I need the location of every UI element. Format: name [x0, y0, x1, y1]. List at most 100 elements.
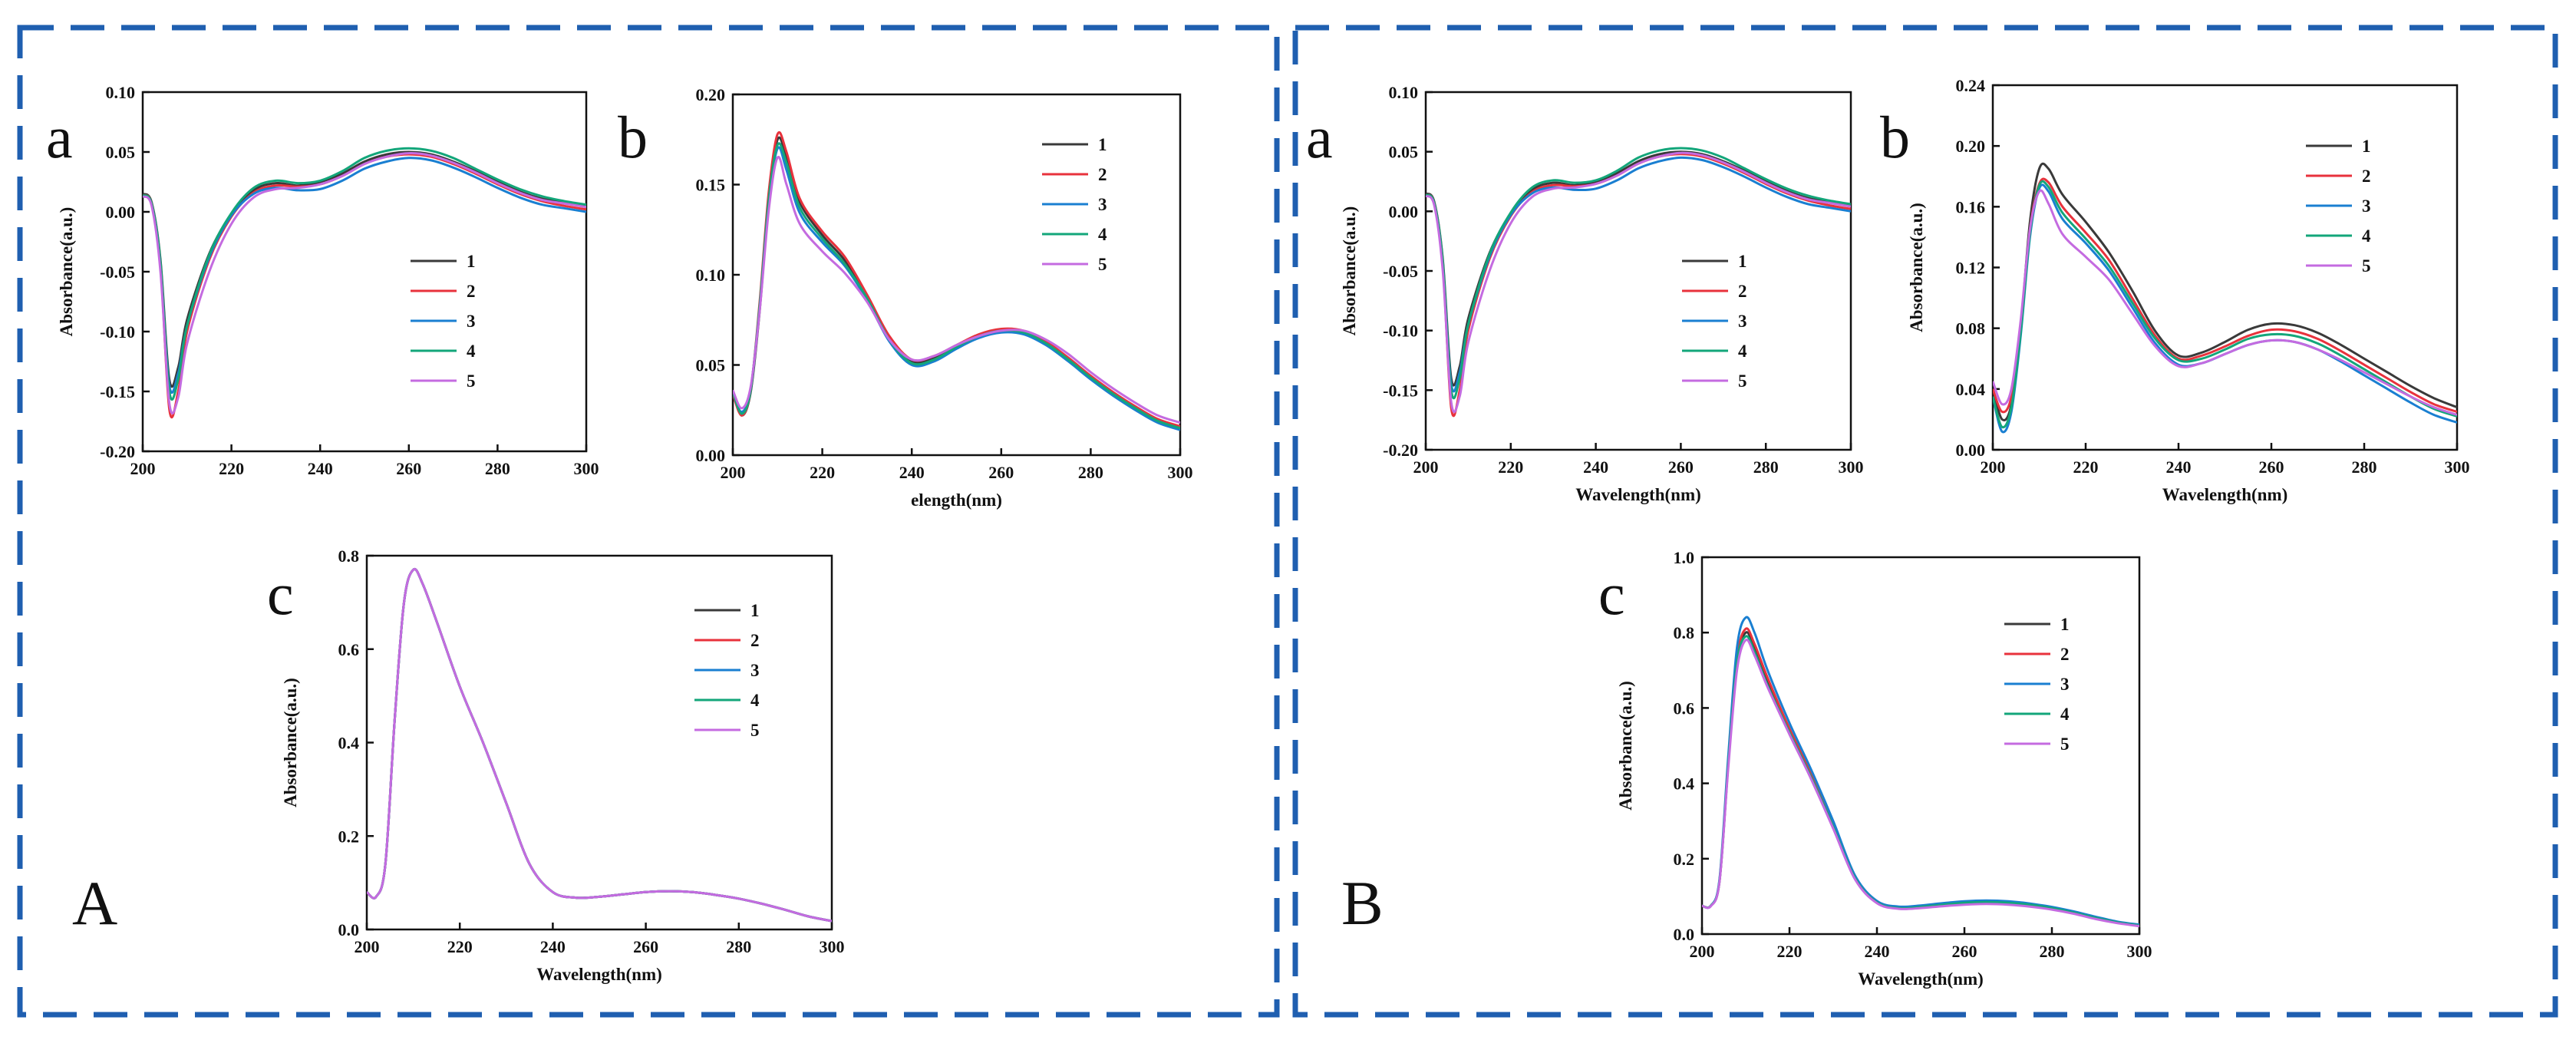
legend-label: 3	[467, 312, 476, 331]
x-tick-label: 200	[1413, 457, 1439, 477]
y-tick-label: 0.15	[696, 176, 726, 195]
series-line-4	[1426, 147, 1851, 400]
y-tick-label: -0.15	[100, 382, 135, 401]
series-line-1	[733, 136, 1180, 430]
legend: 1 2 3 4 5	[694, 601, 760, 740]
legend-label: 5	[2362, 256, 2371, 276]
series-line-5	[1426, 151, 1851, 414]
group-b-frame	[1292, 25, 2558, 1018]
x-axis-label: Wavelength(nm)	[536, 965, 662, 984]
x-tick-label: 220	[1777, 942, 1803, 961]
x-tick-label: 260	[633, 937, 658, 956]
y-tick-label: 0.00	[1956, 441, 1986, 460]
x-tick-label: 300	[1168, 463, 1193, 482]
x-tick-label: 240	[2166, 457, 2192, 477]
legend-label: 1	[1738, 252, 1747, 271]
plot-frame	[365, 554, 833, 931]
series-group	[733, 131, 1180, 431]
y-tick-label: 0.05	[696, 356, 726, 375]
y-tick-label: 0.00	[696, 446, 726, 465]
y-tick-label: 0.6	[338, 640, 360, 659]
y-axis-label: Absorbance(a.u.)	[1616, 681, 1635, 811]
x-tick-label: 240	[899, 463, 925, 482]
y-tick-label: 0.20	[1956, 137, 1986, 156]
series-line-3	[1993, 183, 2457, 434]
legend-label: 5	[467, 371, 476, 391]
plot-frame	[731, 93, 1182, 457]
y-tick-label: -0.05	[1383, 262, 1418, 281]
y-tick-label: 0.24	[1956, 76, 1986, 95]
series-line-5	[143, 152, 586, 415]
x-tick-label: 280	[2352, 457, 2377, 477]
panel-label: a	[46, 104, 73, 170]
group-a-frame	[17, 25, 1280, 1018]
legend: 1 2 3 4 5	[1042, 135, 1107, 274]
series-line-3	[143, 157, 586, 394]
legend-label: 4	[1098, 225, 1107, 244]
y-tick-label: -0.10	[100, 322, 135, 342]
y-tick-label: 0.00	[1389, 202, 1419, 221]
panel-label: c	[267, 560, 294, 627]
series-group	[143, 147, 586, 418]
legend-label: 1	[750, 601, 760, 620]
y-tick-label: -0.10	[1383, 322, 1418, 341]
y-tick-label: 0.00	[106, 203, 136, 222]
y-tick-label: -0.05	[100, 262, 135, 282]
x-tick-label: 220	[810, 463, 835, 482]
y-tick-label: 0.20	[696, 85, 726, 104]
legend: 1 2 3 4 5	[1682, 252, 1747, 391]
x-tick-label: 280	[726, 937, 751, 956]
x-tick-label: 260	[1668, 457, 1694, 477]
panel-b-c: 200 220 240 260 280 300 0.0 0.2 0.4 0.6 0.8 1.0 Wave…	[1598, 548, 2152, 989]
x-axis-label: Wavelength(nm)	[1575, 485, 1701, 504]
y-tick-label: 0.05	[1389, 143, 1419, 162]
legend-label: 3	[2362, 196, 2371, 216]
x-tick-label: 280	[485, 459, 510, 478]
y-tick-label: 0.4	[1674, 774, 1695, 794]
x-tick-label: 300	[1839, 457, 1864, 477]
y-tick-label: 0.10	[1389, 83, 1419, 102]
legend-label: 2	[1098, 165, 1107, 184]
legend-label: 1	[2060, 615, 2070, 634]
legend: 1 2 3 4 5	[411, 252, 476, 391]
x-tick-label: 200	[1690, 942, 1715, 961]
group-a-label: A	[72, 868, 117, 938]
panel-a-c: 200 220 240 260 280 300 0.0 0.2 0.4 0.6 0.8 Wavelen…	[267, 546, 845, 984]
series-line-4	[733, 142, 1180, 430]
series-group	[367, 567, 832, 923]
y-tick-label: 0.12	[1956, 259, 1986, 278]
panel-b-a: 200 220 240 260 280 300 -0.20 -0.15 -0.10 -0.05 0.…	[1306, 83, 1864, 504]
legend-label: 2	[2362, 167, 2371, 186]
y-tick-label: 1.0	[1674, 548, 1695, 567]
x-tick-label: 280	[2040, 942, 2065, 961]
y-tick-label: 0.2	[1674, 850, 1695, 869]
x-tick-label: 220	[1498, 457, 1523, 477]
legend-label: 2	[750, 631, 760, 650]
y-tick-label: 0.10	[696, 266, 726, 285]
x-tick-label: 200	[130, 459, 156, 478]
legend-label: 3	[1738, 312, 1747, 331]
y-tick-label: -0.20	[100, 442, 135, 461]
series-line-2	[733, 131, 1180, 428]
plot-frame	[1991, 84, 2459, 451]
y-tick-label: 0.04	[1956, 380, 1986, 399]
x-tick-label: 260	[396, 459, 421, 478]
legend-label: 1	[1098, 135, 1107, 154]
y-axis-label: Absorbance(a.u.)	[57, 207, 76, 337]
series-group	[1702, 616, 2139, 928]
panel-a-b: 200 220 240 260 280 300 0.00 0.05 0.10 0.15 0.20 el…	[618, 85, 1193, 510]
plot-frame	[1700, 556, 2141, 936]
x-tick-label: 200	[355, 937, 380, 956]
y-tick-label: 0.6	[1674, 698, 1695, 718]
x-tick-label: 300	[574, 459, 599, 478]
legend-label: 3	[750, 661, 760, 680]
legend-label: 1	[2362, 137, 2371, 156]
x-axis-label: elength(nm)	[911, 490, 1002, 510]
y-tick-label: 0.0	[1674, 925, 1695, 944]
legend-label: 3	[2060, 675, 2070, 694]
x-tick-label: 200	[721, 463, 746, 482]
series-line-4	[143, 147, 586, 401]
panel-a-a: 200 220 240 260 280 300 -0.20 -0.15 -0.10 -0.05 0.…	[46, 83, 599, 478]
x-tick-label: 220	[219, 459, 244, 478]
